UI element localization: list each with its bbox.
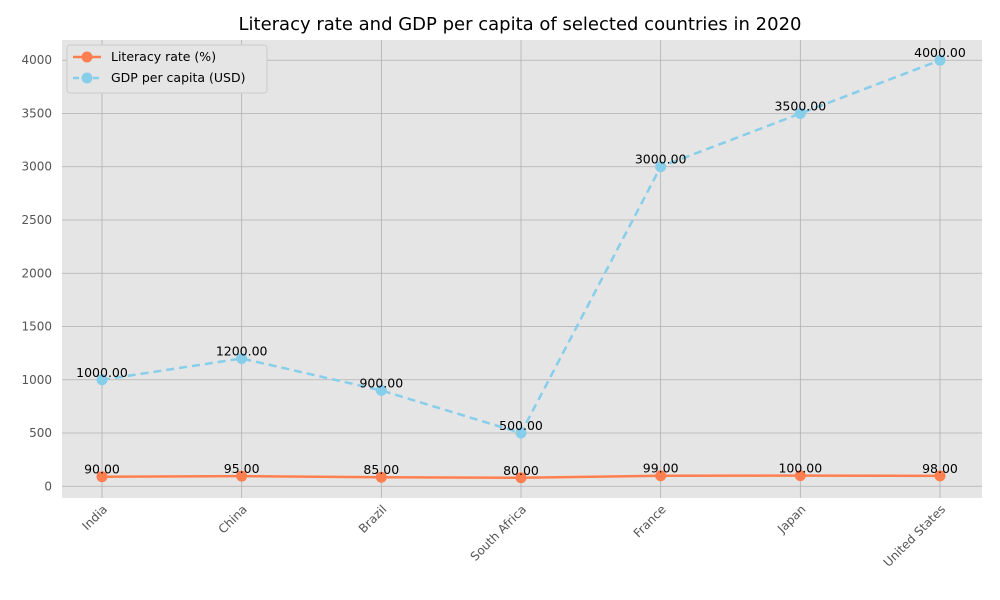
series-1-point [515, 427, 527, 439]
data-label: 85.00 [363, 462, 399, 477]
y-tick-label: 2000 [21, 266, 52, 280]
data-label: 100.00 [778, 461, 822, 476]
x-tick-label: South Africa [468, 502, 529, 563]
series-0-point [794, 470, 806, 482]
data-label: 3000.00 [635, 152, 687, 167]
x-tick-label: United States [881, 502, 948, 569]
y-tick-label: 3000 [21, 160, 52, 174]
y-tick-label: 500 [29, 426, 52, 440]
data-label: 4000.00 [914, 45, 966, 60]
series-1-point [236, 352, 248, 364]
data-labels: 90.00 95.00 85.00 80.00 99.00 100.00 98.00 1000… [76, 45, 966, 478]
x-tick-label: India [79, 502, 110, 533]
y-tick-label: 3500 [21, 106, 52, 120]
data-label: 1200.00 [216, 343, 268, 358]
x-axis: India China Brazil South Africa France Japan U… [79, 502, 948, 569]
y-tick-label: 2500 [21, 213, 52, 227]
y-tick-label: 1000 [21, 373, 52, 387]
data-label: 500.00 [499, 418, 543, 433]
legend: Literacy rate (%) GDP per capita (USD) [66, 44, 268, 94]
data-label: 98.00 [922, 461, 958, 476]
series-1-point [794, 107, 806, 119]
y-tick-label: 1500 [21, 320, 52, 334]
series-0-point [375, 471, 387, 483]
series-0-point [96, 471, 108, 483]
plot-area [62, 40, 982, 498]
data-label: 1000.00 [76, 365, 128, 380]
legend-marker-1 [81, 72, 93, 84]
data-label: 90.00 [84, 462, 120, 477]
x-tick-label: Japan [774, 502, 808, 536]
y-tick-label: 4000 [21, 53, 52, 67]
y-axis: 0 500 1000 1500 2000 2500 3000 3500 4000 [21, 53, 52, 493]
x-tick-label: France [631, 502, 669, 540]
y-tick-label: 0 [44, 479, 52, 493]
series-0-point [236, 470, 248, 482]
x-tick-label: Brazil [356, 502, 390, 536]
series-1-point [96, 374, 108, 386]
legend-label: GDP per capita (USD) [111, 70, 246, 85]
chart-title: Literacy rate and GDP per capita of sele… [239, 14, 802, 35]
data-label: 80.00 [503, 463, 539, 478]
legend-box [66, 44, 268, 94]
series-1-point [934, 54, 946, 66]
legend-marker-0 [81, 51, 93, 63]
data-label: 3500.00 [774, 98, 826, 113]
data-label: 99.00 [643, 461, 679, 476]
data-label: 900.00 [359, 375, 403, 390]
series-1-point [655, 161, 667, 173]
x-tick-label: China [216, 502, 250, 536]
series-0-point [655, 470, 667, 482]
series-0-point [515, 472, 527, 484]
data-label: 95.00 [224, 461, 260, 476]
series-0-point [934, 470, 946, 482]
series-1-point [375, 384, 387, 396]
series-group [96, 54, 946, 484]
legend-label: Literacy rate (%) [111, 49, 216, 64]
